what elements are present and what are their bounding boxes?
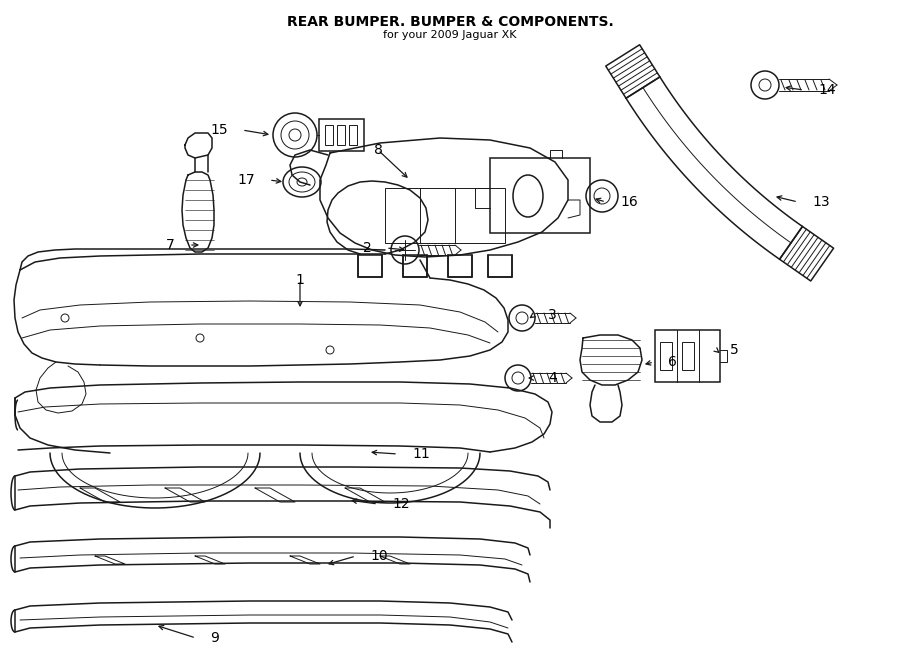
Bar [660, 342, 672, 370]
Bar [337, 125, 345, 145]
Bar [319, 119, 364, 151]
Text: 6: 6 [668, 355, 677, 369]
Text: 15: 15 [211, 123, 228, 137]
Bar [490, 158, 590, 233]
Text: 17: 17 [238, 173, 255, 187]
Text: 12: 12 [392, 497, 410, 511]
Text: 4: 4 [548, 371, 557, 385]
Bar [403, 255, 427, 277]
Text: 14: 14 [818, 83, 835, 97]
Text: 11: 11 [412, 447, 430, 461]
Text: 1: 1 [295, 273, 304, 287]
Bar [488, 255, 512, 277]
Text: REAR BUMPER. BUMPER & COMPONENTS.: REAR BUMPER. BUMPER & COMPONENTS. [286, 15, 614, 29]
Text: 2: 2 [364, 241, 372, 255]
Text: 10: 10 [370, 549, 388, 563]
Text: 8: 8 [374, 143, 382, 157]
Text: 13: 13 [812, 195, 830, 209]
Text: 3: 3 [548, 308, 557, 322]
Text: 9: 9 [210, 631, 219, 645]
Bar [358, 255, 382, 277]
Bar [682, 342, 694, 370]
Text: for your 2009 Jaguar XK: for your 2009 Jaguar XK [383, 30, 517, 40]
Bar [349, 125, 357, 145]
Bar [448, 255, 472, 277]
Text: 7: 7 [166, 238, 175, 252]
Bar [385, 188, 505, 243]
Text: 5: 5 [730, 343, 739, 357]
Bar [655, 330, 720, 382]
Text: 16: 16 [620, 195, 638, 209]
Bar [325, 125, 333, 145]
